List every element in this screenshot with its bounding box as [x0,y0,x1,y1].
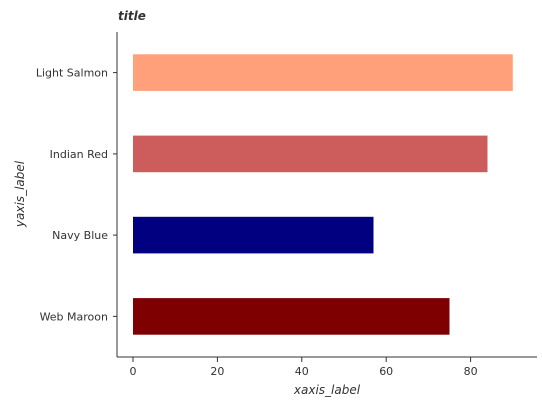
y-axis-title: yaxis_label [13,160,27,228]
x-axis-title: xaxis_label [293,383,361,397]
bar-indian-red [133,135,488,173]
bar-navy-blue [133,216,374,254]
bar-web-maroon [133,298,450,335]
y-tick-label: Light Salmon [36,67,108,80]
bar-light-salmon [133,54,513,91]
y-tick-label: Web Maroon [40,310,108,323]
x-tick-label: 40 [295,365,309,378]
x-tick-label: 60 [379,365,393,378]
bars-group [133,54,513,335]
y-tick-label: Indian Red [50,148,108,161]
y-axis: Web Maroon Navy Blue Indian Red Light Salmo… [36,32,118,357]
x-tick-label: 0 [130,365,137,378]
x-tick-label: 20 [210,365,224,378]
y-tick-label: Navy Blue [52,229,108,242]
x-axis: 0 20 40 60 80 [117,356,537,378]
x-tick-label: 80 [464,365,478,378]
chart-title: title [118,9,146,23]
